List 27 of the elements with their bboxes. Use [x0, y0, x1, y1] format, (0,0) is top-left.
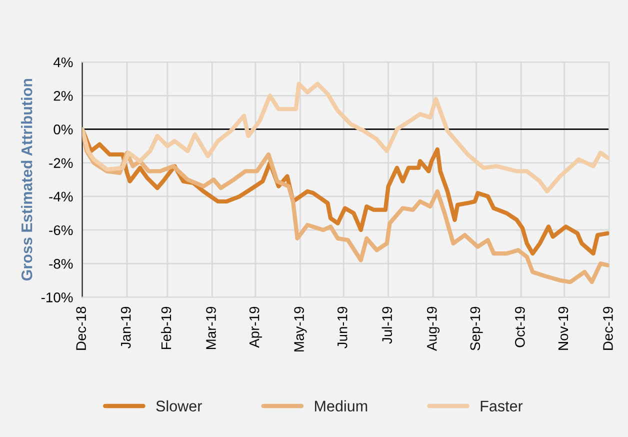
x-tick-label: Dec-19	[603, 306, 613, 350]
x-tick-label: Aug-19	[426, 306, 440, 351]
line-series	[82, 82, 610, 194]
x-tick-label: May-19	[294, 306, 307, 352]
x-tick-label: Feb-19	[160, 306, 172, 350]
line-series	[82, 127, 610, 256]
x-tick-label: Jan-19	[120, 306, 131, 348]
x-tick-label: Jun-19	[337, 306, 348, 348]
legend-label: Slower	[156, 400, 202, 412]
x-tick-label: Jul-19	[382, 306, 392, 344]
x-tick-label: Nov-19	[558, 306, 568, 350]
legend-label: Medium	[314, 400, 368, 412]
x-tick-label: Mar-19	[206, 306, 216, 350]
y-tick-label: -6%	[49, 225, 73, 236]
x-tick-label: Sep-19	[470, 306, 483, 350]
y-tick-label: -4%	[49, 192, 73, 202]
y-tick-label: 2%	[54, 90, 73, 101]
x-tick-label: Apr-19	[249, 306, 262, 348]
legend-label: Faster	[480, 400, 523, 412]
x-tick-label: Oct-19	[514, 306, 525, 348]
y-tick-label: -2%	[49, 158, 73, 168]
y-axis-title: Gross Estimated Attribution	[21, 78, 32, 281]
y-tick-label: -8%	[49, 258, 73, 269]
y-tick-label: 4%	[53, 57, 73, 68]
y-tick-label: -10%	[41, 292, 73, 302]
x-tick-label: Dec-18	[76, 306, 86, 350]
y-tick-label: 0%	[54, 124, 73, 134]
